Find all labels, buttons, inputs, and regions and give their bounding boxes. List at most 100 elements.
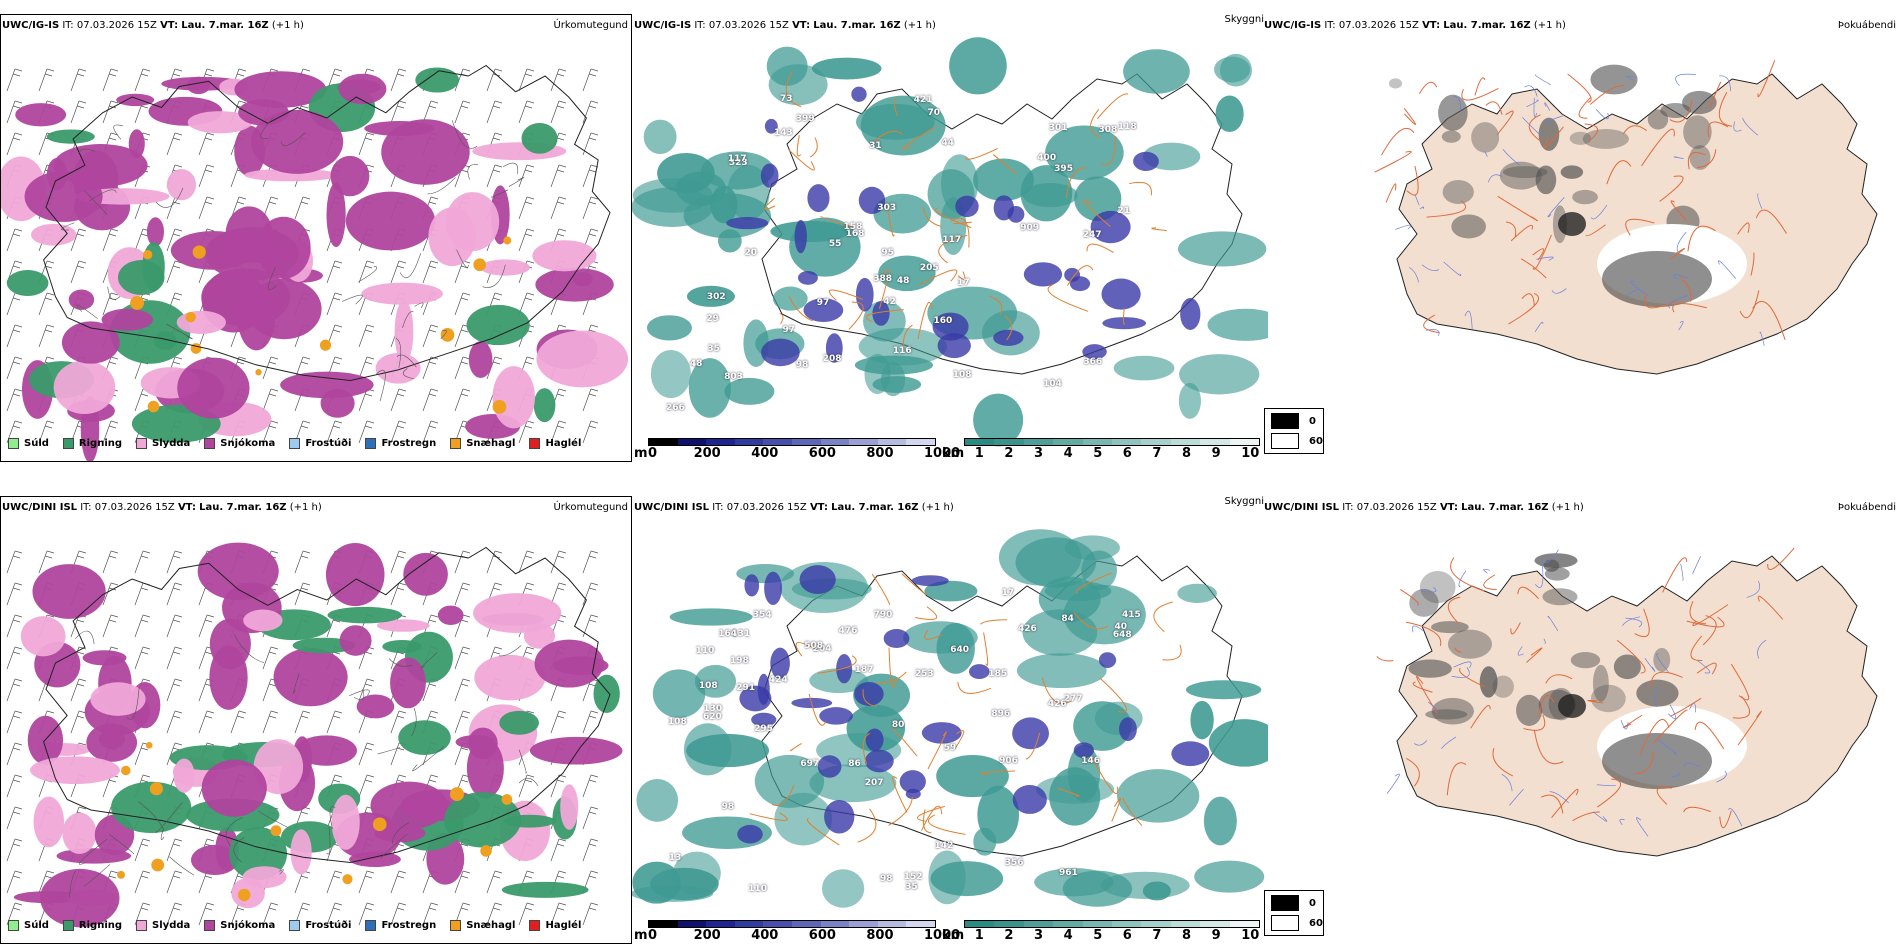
it-value: 07.03.2026 15Z (1338, 20, 1419, 31)
colorbar-segment (734, 921, 764, 927)
fog-panel-title: Þokuábendi (1837, 502, 1896, 513)
cloud-base-value: 476 (838, 625, 858, 636)
colorbar-tick: 9 (1211, 446, 1221, 461)
legend-swatch (450, 920, 462, 931)
cloud-base-value: 421 (913, 95, 933, 106)
precip-legend-item: Slydda (136, 438, 190, 449)
precip-legend-item: Snæhagl (450, 920, 515, 931)
cloud-base-value: 42 (883, 296, 896, 307)
vt-value: Lau. 7.mar. 16Z (199, 502, 287, 513)
legend-label: Súld (24, 920, 49, 931)
colorbar-segment (1082, 439, 1113, 445)
panel-header: UWC/IG-IS IT: 07.03.2026 15Z VT: Lau. 7.… (1264, 20, 1566, 32)
colorbar-segment (1170, 439, 1201, 445)
cloud-base-value: 426 (1047, 699, 1067, 710)
precip-type-map (0, 64, 629, 462)
colorbar-segment (877, 439, 907, 445)
colorbar-segment (1053, 439, 1083, 445)
colorbar-segment (849, 921, 878, 927)
colorbar-tick: 2 (1004, 446, 1014, 461)
colorbar-tick: 600 (808, 446, 836, 461)
cloud-base-value: 301 (1048, 123, 1068, 134)
vt-value: Lau. 7.mar. 16Z (813, 20, 901, 31)
cloud-base-value: 400 (1037, 153, 1057, 164)
lead-time: (+1 h) (289, 502, 322, 513)
cloud-base-value: 158 (843, 221, 863, 232)
cloud-base-value: 17 (957, 278, 970, 289)
colorbar-segment (906, 921, 935, 927)
cloud-base-value: 98 (721, 802, 735, 813)
cloud-base-value: 198 (730, 655, 749, 666)
model-name: UWC/IG-IS (634, 20, 692, 31)
fog-indicator-map (1376, 547, 1878, 857)
legend-label: Frostregn (381, 920, 437, 931)
cloud-base-value: 207 (864, 778, 884, 789)
cloud-base-value: 84 (1061, 614, 1074, 625)
cloud-base-value: 205 (919, 263, 939, 274)
cloud-base-value: 168 (845, 229, 865, 240)
precip-legend-item: Haglél (529, 920, 581, 931)
lead-time: (+1 h) (271, 20, 304, 31)
colorbar-tick: 7 (1152, 928, 1162, 943)
cloud-base-value: 116 (892, 345, 912, 356)
cloud-base-value: 187 (854, 665, 874, 676)
vt-label: VT: (1439, 502, 1458, 513)
colorbar-tick: 400 (751, 446, 779, 461)
cloud-base-value: 302 (706, 291, 726, 302)
precip-legend-item: Snjókoma (204, 920, 275, 931)
cloud-base-value: 388 (873, 274, 893, 285)
vt-label: VT: (792, 20, 811, 31)
fog-swatch (1271, 413, 1299, 429)
legend-swatch (529, 920, 541, 931)
model-row: UWC/IG-IS IT: 07.03.2026 15Z VT: Lau. 7.… (0, 0, 1900, 470)
precip-legend-item: Frostúði (289, 920, 351, 931)
cloud-base-labels: 143 247 168 104 29 323 117 98 97 308 400 399 117 118 2… (632, 14, 1268, 462)
cloud-base-value: 208 (822, 354, 842, 365)
colorbar-segment (677, 921, 707, 927)
cloud-base-value: 40 (1114, 621, 1128, 632)
legend-swatch (289, 920, 301, 931)
it-value: 07.03.2026 15Z (76, 20, 157, 31)
colorbar-tick: 600 (808, 928, 836, 943)
precip-type-map (6, 542, 623, 928)
cloud-base-value: 118 (1117, 121, 1137, 132)
fog-legend-label: 0 (1309, 415, 1316, 427)
cloud-base-value: 204 (812, 643, 832, 654)
colorbar-segment (677, 439, 707, 445)
cloud-base-value: 131 (731, 628, 751, 639)
colorbar-segment (649, 921, 678, 927)
cloud-base-value: 366 (1083, 356, 1103, 367)
legend-swatch (204, 438, 216, 449)
legend-swatch (450, 438, 462, 449)
colorbar-segment (706, 921, 735, 927)
cloud-base-value: 152 (903, 871, 923, 882)
colorbar-tick: 0 (648, 928, 658, 943)
colorbar-unit: m (634, 446, 648, 461)
it-value: 07.03.2026 15Z (1356, 502, 1437, 513)
cloud-base-value: 277 (1063, 694, 1083, 705)
model-name: UWC/IG-IS (1264, 20, 1322, 31)
it-label: IT: (1342, 502, 1354, 513)
precip-type-legend: Súld Rigning Slydda Snjókoma Frostúði Frostre… (8, 438, 595, 449)
colorbar-segment (994, 921, 1024, 927)
fog-indicator-panel: UWC/DINI ISL IT: 07.03.2026 15Z VT: Lau.… (1262, 496, 1900, 944)
legend-swatch (365, 920, 377, 931)
cloud-base-value: 108 (667, 716, 687, 727)
cloud-base-value: 21 (1117, 206, 1131, 217)
vt-value: Lau. 7.mar. 16Z (831, 502, 919, 513)
it-label: IT: (62, 20, 74, 31)
colorbar-segment (1229, 921, 1260, 927)
legend-label: Rigning (78, 438, 123, 449)
colorbar-segment (1200, 439, 1230, 445)
legend-swatch (529, 438, 541, 449)
colorbar-tick: 6 (1122, 928, 1132, 943)
fog-indicator-map (1374, 60, 1878, 375)
legend-label: Slydda (152, 920, 191, 931)
cloud-base-value: 303 (877, 203, 897, 214)
colorbar-tick: 200 (693, 446, 721, 461)
precip-legend-item: Rigning (62, 438, 123, 449)
colorbar-segment (1200, 921, 1230, 927)
cloud-base-value: 73 (779, 93, 793, 104)
model-row: UWC/DINI ISL IT: 07.03.2026 15Z VT: Lau.… (0, 482, 1900, 952)
fog-legend-item: 60 (1271, 433, 1323, 449)
